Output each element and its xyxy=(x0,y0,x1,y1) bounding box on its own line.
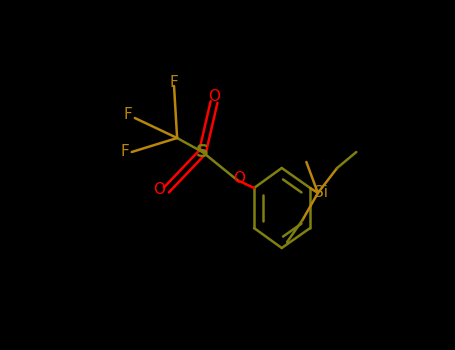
Text: F: F xyxy=(121,145,129,160)
Text: O: O xyxy=(208,89,220,104)
Text: O: O xyxy=(153,182,165,197)
Text: S: S xyxy=(196,143,209,161)
Text: F: F xyxy=(170,75,178,90)
Text: O: O xyxy=(233,172,245,187)
Text: Si: Si xyxy=(313,186,328,201)
Text: F: F xyxy=(123,107,132,122)
